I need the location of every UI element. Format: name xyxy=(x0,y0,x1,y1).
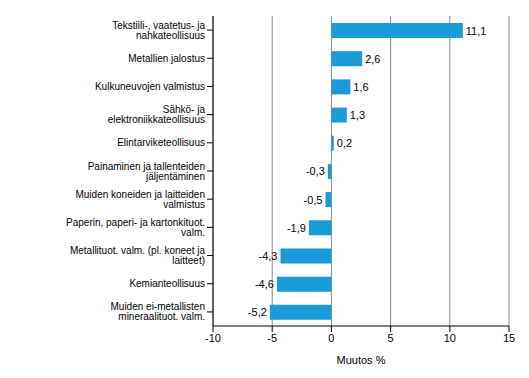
svg-text:-0,5: -0,5 xyxy=(304,194,323,206)
svg-text:11,1: 11,1 xyxy=(466,25,487,37)
svg-text:Tekstiili-, vaatetus- janahkat: Tekstiili-, vaatetus- janahkateollisuus xyxy=(112,20,205,41)
svg-text:0,2: 0,2 xyxy=(337,137,352,149)
svg-text:1,6: 1,6 xyxy=(353,81,368,93)
svg-text:-5: -5 xyxy=(267,332,277,344)
svg-text:-1,9: -1,9 xyxy=(287,222,306,234)
svg-text:0: 0 xyxy=(328,332,334,344)
svg-text:5: 5 xyxy=(388,332,394,344)
svg-text:Paperin, paperi- ja kartonkitu: Paperin, paperi- ja kartonkituot.valm. xyxy=(66,217,205,238)
svg-text:15: 15 xyxy=(503,332,515,344)
svg-text:Sähkö- jaelektroniikkateollisu: Sähkö- jaelektroniikkateollisuus xyxy=(108,104,206,125)
svg-text:Painaminen ja tallenteidenjälj: Painaminen ja tallenteidenjäljentäminen xyxy=(88,161,205,182)
svg-text:-4,6: -4,6 xyxy=(255,278,274,290)
svg-text:Metallien jalostus: Metallien jalostus xyxy=(128,53,205,64)
svg-text:Elintarviketeollisuus: Elintarviketeollisuus xyxy=(117,137,205,148)
svg-text:Kemianteollisuus: Kemianteollisuus xyxy=(129,278,205,289)
svg-text:-0,3: -0,3 xyxy=(306,165,325,177)
svg-text:Muiden koneiden ja laitteidenv: Muiden koneiden ja laitteidenvalmistus xyxy=(75,189,205,210)
svg-text:-4,3: -4,3 xyxy=(259,250,278,262)
svg-text:Kulkuneuvojen valmistus: Kulkuneuvojen valmistus xyxy=(95,81,205,92)
svg-text:-10: -10 xyxy=(205,332,221,344)
svg-text:Muutos %: Muutos % xyxy=(337,354,386,366)
svg-text:10: 10 xyxy=(444,332,456,344)
svg-text:1,3: 1,3 xyxy=(350,109,365,121)
svg-text:-5,2: -5,2 xyxy=(248,306,267,318)
svg-text:Muiden ei-metallistenmineraali: Muiden ei-metallistenmineraalituot. valm… xyxy=(111,301,206,322)
svg-text:2,6: 2,6 xyxy=(365,53,380,65)
svg-text:Metallituot. valm. (pl. koneet: Metallituot. valm. (pl. koneet jalaittee… xyxy=(70,245,205,266)
